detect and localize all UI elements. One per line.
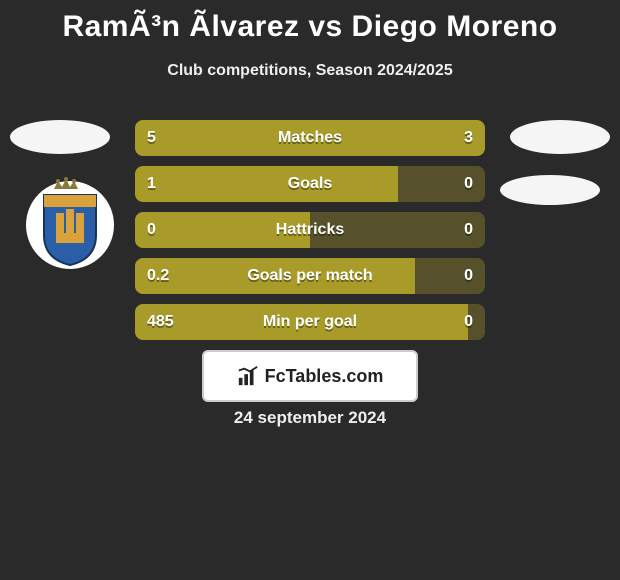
stat-bar-right xyxy=(415,258,485,294)
stat-row: 0.2 0 Goals per match xyxy=(135,258,485,294)
stat-bar-left xyxy=(135,166,398,202)
stat-label: Min per goal xyxy=(263,313,357,331)
page-title: RamÃ³n Ãlvarez vs Diego Moreno xyxy=(0,0,620,44)
date-label: 24 september 2024 xyxy=(234,408,386,428)
watermark-box: FcTables.com xyxy=(202,350,418,402)
club-right-placeholder xyxy=(500,175,600,205)
stat-label: Matches xyxy=(278,129,342,147)
club-left-crest xyxy=(20,175,120,275)
stat-row: 5 3 Matches xyxy=(135,120,485,156)
player-left-placeholder xyxy=(10,120,110,154)
subtitle: Club competitions, Season 2024/2025 xyxy=(0,62,620,80)
stat-label: Goals xyxy=(288,175,332,193)
stat-value-right: 0 xyxy=(464,313,473,331)
watermark-text: FcTables.com xyxy=(265,366,384,387)
stat-value-left: 5 xyxy=(147,129,156,147)
stat-value-right: 3 xyxy=(464,129,473,147)
stats-container: 5 3 Matches 1 0 Goals 0 0 Hattricks 0.2 0 Goals per… xyxy=(135,120,485,350)
stat-value-left: 0 xyxy=(147,221,156,239)
stat-label: Goals per match xyxy=(247,267,372,285)
stat-value-left: 1 xyxy=(147,175,156,193)
player-right-placeholder xyxy=(510,120,610,154)
stat-row: 485 0 Min per goal xyxy=(135,304,485,340)
stat-value-right: 0 xyxy=(464,267,473,285)
stat-value-left: 485 xyxy=(147,313,174,331)
stat-value-left: 0.2 xyxy=(147,267,169,285)
stat-row: 1 0 Goals xyxy=(135,166,485,202)
stat-label: Hattricks xyxy=(276,221,344,239)
stat-value-right: 0 xyxy=(464,175,473,193)
crown-icon xyxy=(54,177,78,189)
stat-value-right: 0 xyxy=(464,221,473,239)
bar-chart-icon xyxy=(237,365,259,387)
stat-row: 0 0 Hattricks xyxy=(135,212,485,248)
